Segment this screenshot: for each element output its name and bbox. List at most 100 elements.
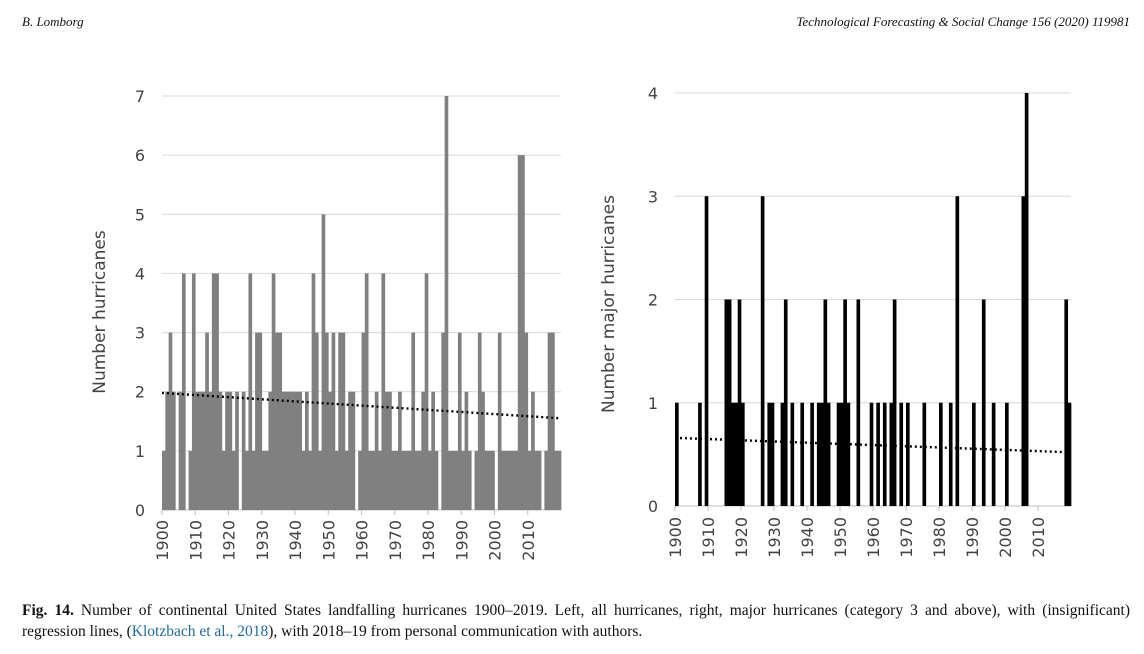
bar-2009 bbox=[524, 332, 529, 510]
y-tick-label: 3 bbox=[648, 187, 658, 206]
bar-1917 bbox=[218, 391, 223, 510]
bar-1933 bbox=[271, 273, 276, 510]
bar-2008 bbox=[521, 155, 525, 510]
bar-1945 bbox=[823, 299, 828, 506]
y-tick-label: 0 bbox=[648, 497, 658, 516]
x-tick-label: 1970 bbox=[897, 517, 916, 558]
bar-1940 bbox=[295, 391, 299, 510]
bar-2016 bbox=[547, 332, 552, 510]
bar-1951 bbox=[843, 299, 847, 506]
bar-1988 bbox=[454, 450, 459, 510]
bar-1944 bbox=[820, 402, 824, 506]
bar-1953 bbox=[338, 332, 342, 510]
bar-1918 bbox=[734, 402, 739, 506]
bar-1911 bbox=[198, 391, 203, 510]
bar-1920 bbox=[228, 391, 233, 510]
bar-1903 bbox=[171, 391, 176, 510]
bar-1975 bbox=[922, 402, 927, 506]
bar-1918 bbox=[221, 450, 226, 510]
x-tick-label: 1980 bbox=[419, 520, 438, 561]
bar-1915 bbox=[724, 299, 729, 506]
bar-2015 bbox=[544, 450, 549, 510]
bar-1938 bbox=[288, 391, 293, 510]
bar-2011 bbox=[531, 391, 535, 510]
bar-1935 bbox=[278, 332, 283, 510]
bar-1970 bbox=[906, 402, 910, 506]
bar-2019 bbox=[557, 450, 562, 510]
bar-1952 bbox=[846, 402, 851, 506]
bar-1963 bbox=[371, 450, 376, 510]
bar-2004 bbox=[507, 450, 512, 510]
bar-1932 bbox=[780, 402, 785, 506]
bar-2018 bbox=[554, 450, 559, 510]
figure-label: Fig. 14. bbox=[22, 602, 74, 619]
bar-1909 bbox=[191, 273, 196, 510]
bar-1947 bbox=[318, 450, 322, 510]
bar-2006 bbox=[514, 450, 519, 510]
bar-1949 bbox=[324, 332, 329, 510]
x-tick-label: 1950 bbox=[319, 520, 338, 561]
regression-trend-line bbox=[674, 436, 1072, 454]
bar-1977 bbox=[418, 450, 422, 510]
bar-1994 bbox=[474, 450, 479, 510]
x-tick-label: 1920 bbox=[220, 520, 239, 561]
bar-1945 bbox=[311, 273, 316, 510]
bar-1942 bbox=[301, 450, 306, 510]
bar-1941 bbox=[298, 391, 303, 510]
bar-1919 bbox=[225, 391, 229, 510]
y-tick-label: 2 bbox=[648, 291, 658, 310]
x-tick-label: 2000 bbox=[486, 520, 505, 561]
bar-1973 bbox=[404, 450, 409, 510]
bar-1968 bbox=[899, 402, 904, 506]
bar-1946 bbox=[826, 402, 831, 506]
x-tick-label: 1960 bbox=[353, 520, 372, 561]
caption-text: Number of continental United States land… bbox=[22, 602, 1130, 640]
right-y-axis-label: Number major hurricanes bbox=[599, 195, 619, 413]
bar-1937 bbox=[285, 391, 289, 510]
y-tick-label: 1 bbox=[648, 394, 658, 413]
bar-1955 bbox=[344, 450, 349, 510]
x-tick-label: 1990 bbox=[452, 520, 471, 561]
bar-1939 bbox=[291, 391, 296, 510]
bar-1948 bbox=[321, 214, 326, 511]
bar-1949 bbox=[836, 402, 841, 506]
bar-1957 bbox=[351, 391, 356, 510]
x-tick-label: 1980 bbox=[930, 517, 949, 558]
bar-1976 bbox=[414, 450, 419, 510]
right-chart-major-hurricanes: 0 1 2 3 4 1900 1910 1920 1930 1940 1950 1960 1970 19… bbox=[599, 84, 1072, 558]
bar-1931 bbox=[265, 450, 269, 510]
y-tick-label: 2 bbox=[135, 383, 145, 402]
y-tick-label: 4 bbox=[648, 84, 658, 103]
bar-1965 bbox=[889, 402, 894, 506]
bar-1952 bbox=[334, 450, 339, 510]
bar-1962 bbox=[368, 450, 372, 510]
x-tick-label: 1940 bbox=[798, 517, 817, 558]
x-tick-label: 1910 bbox=[186, 520, 205, 561]
bar-1974 bbox=[408, 450, 412, 510]
bar-1969 bbox=[391, 450, 396, 510]
bar-1984 bbox=[441, 332, 445, 510]
citation-link[interactable]: Klotzbach et al., 2018 bbox=[131, 623, 269, 640]
bar-1938 bbox=[800, 402, 805, 506]
bar-1901 bbox=[165, 391, 169, 510]
bar-1926 bbox=[760, 196, 765, 506]
x-tick-label: 1900 bbox=[666, 517, 685, 558]
bar-1955 bbox=[856, 299, 861, 506]
bar-1959 bbox=[358, 450, 362, 510]
bar-1985 bbox=[444, 96, 449, 510]
bar-1943 bbox=[816, 402, 821, 506]
bar-1950 bbox=[328, 391, 332, 510]
bar-1950 bbox=[840, 402, 844, 506]
bar-2000 bbox=[1005, 402, 1009, 506]
y-tick-label: 5 bbox=[135, 205, 145, 224]
caption-text-end: ), with 2018–19 from personal communicat… bbox=[268, 623, 643, 640]
bar-2007 bbox=[517, 155, 522, 510]
bar-1966 bbox=[381, 273, 386, 510]
bar-1975 bbox=[411, 332, 416, 510]
bar-1989 bbox=[457, 332, 462, 510]
bar-1925 bbox=[245, 450, 249, 510]
y-tick-label: 7 bbox=[135, 87, 145, 106]
bar-2003 bbox=[504, 450, 509, 510]
bar-1951 bbox=[331, 332, 336, 510]
bar-1930 bbox=[261, 450, 266, 510]
